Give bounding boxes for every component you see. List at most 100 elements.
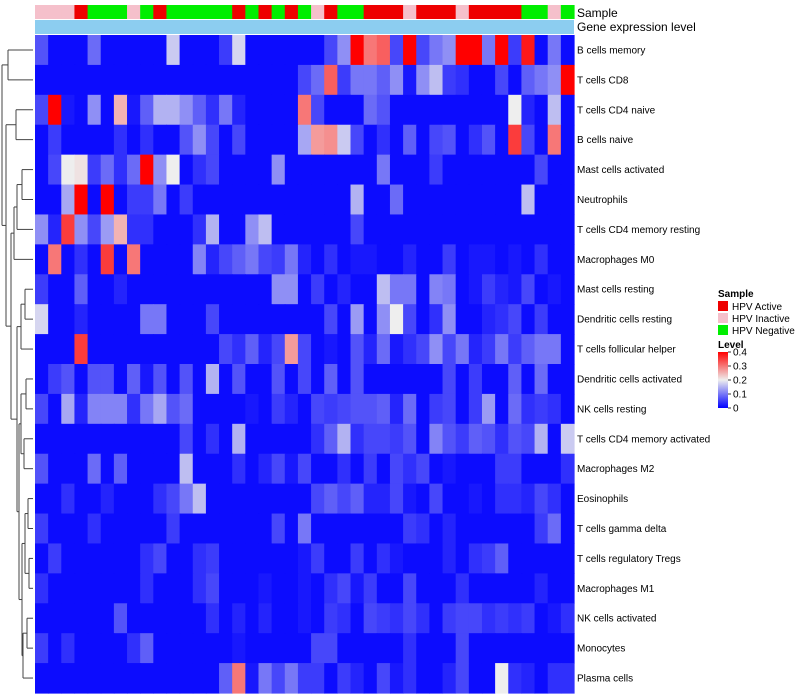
heatmap-cell bbox=[534, 274, 549, 305]
heatmap-cell bbox=[140, 334, 154, 365]
heatmap-cell bbox=[127, 124, 141, 156]
heatmap-cell bbox=[100, 573, 115, 604]
heatmap-cell bbox=[140, 423, 154, 455]
heatmap-cell bbox=[508, 214, 523, 245]
heatmap-cell bbox=[442, 304, 457, 335]
heatmap-cell bbox=[192, 214, 207, 245]
heatmap-cell bbox=[35, 184, 49, 216]
row-label-b-cells-memory: B cells memory bbox=[577, 45, 645, 56]
heatmap-cell bbox=[179, 154, 194, 186]
heatmap-cell bbox=[376, 184, 391, 216]
heatmap-cell bbox=[350, 184, 365, 216]
heatmap-cell bbox=[350, 573, 365, 604]
heatmap-cell bbox=[297, 334, 312, 365]
heatmap-cell bbox=[48, 214, 62, 245]
heatmap-cell bbox=[48, 423, 62, 455]
heatmap-cell bbox=[166, 393, 181, 425]
sample-annotation-cell bbox=[416, 5, 430, 19]
heatmap-cell bbox=[232, 94, 246, 126]
heatmap-cell bbox=[192, 483, 207, 515]
heatmap-cell bbox=[153, 214, 168, 245]
heatmap-cell bbox=[534, 483, 549, 515]
heatmap-cell bbox=[127, 393, 141, 425]
heatmap-cell bbox=[35, 513, 49, 545]
heatmap-cell bbox=[416, 543, 430, 574]
heatmap-cell bbox=[324, 453, 338, 485]
heatmap-cell bbox=[140, 393, 154, 425]
heatmap-cell bbox=[521, 603, 536, 634]
heatmap-cell bbox=[547, 364, 562, 395]
heatmap-cell bbox=[508, 35, 523, 66]
heatmap-cell bbox=[271, 304, 286, 335]
heatmap-cell bbox=[508, 513, 523, 545]
heatmap-cell bbox=[74, 154, 89, 186]
heatmap-cell bbox=[258, 393, 273, 425]
heatmap-cell bbox=[311, 64, 325, 96]
heatmap-cell bbox=[245, 304, 260, 335]
heatmap-cell bbox=[547, 453, 562, 485]
heatmap-cell bbox=[205, 214, 220, 245]
sample-annotation-cell bbox=[363, 5, 378, 19]
heatmap-cell bbox=[403, 35, 417, 66]
heatmap-cell bbox=[403, 244, 417, 275]
heatmap-cell bbox=[232, 663, 246, 694]
heatmap-cell bbox=[350, 64, 365, 96]
heatmap-cell bbox=[389, 633, 404, 664]
heatmap-cell bbox=[153, 94, 168, 126]
heatmap-cell bbox=[468, 393, 483, 425]
heatmap-cell bbox=[376, 603, 391, 634]
heatmap-cell bbox=[455, 334, 470, 365]
heatmap-cell bbox=[429, 513, 444, 545]
heatmap-cell bbox=[205, 154, 220, 186]
heatmap-cell bbox=[74, 334, 89, 365]
heatmap-cell bbox=[205, 274, 220, 305]
row-label-t-cells-cd4-memory-resting: T cells CD4 memory resting bbox=[577, 225, 700, 236]
heatmap-cell bbox=[337, 154, 352, 186]
heatmap-cell bbox=[429, 244, 444, 275]
heatmap-cell bbox=[389, 364, 404, 395]
sample-legend-swatch-hpv-inactive bbox=[718, 313, 728, 323]
heatmap-cell bbox=[324, 214, 338, 245]
heatmap-cell bbox=[495, 543, 509, 574]
heatmap-cell bbox=[297, 184, 312, 216]
heatmap-cell bbox=[521, 364, 536, 395]
heatmap-cell bbox=[324, 35, 338, 66]
heatmap-cell bbox=[219, 453, 233, 485]
heatmap-cell bbox=[232, 364, 246, 395]
heatmap-cell bbox=[179, 214, 194, 245]
heatmap-cell bbox=[205, 573, 220, 604]
sample-annotation-cell bbox=[455, 5, 470, 19]
heatmap-cell bbox=[284, 334, 299, 365]
heatmap-cell bbox=[258, 453, 273, 485]
heatmap-cell bbox=[560, 334, 575, 365]
row-label-t-cells-gamma-delta: T cells gamma delta bbox=[577, 524, 667, 535]
heatmap-cell bbox=[297, 633, 312, 664]
heatmap-cell bbox=[166, 244, 181, 275]
heatmap-cell bbox=[389, 663, 404, 694]
heatmap-cell bbox=[442, 364, 457, 395]
heatmap-cell bbox=[284, 124, 299, 156]
heatmap-cell bbox=[495, 513, 509, 545]
heatmap-cell bbox=[100, 274, 115, 305]
heatmap-cell bbox=[324, 364, 338, 395]
heatmap-cell bbox=[389, 304, 404, 335]
gene-expression-bar bbox=[35, 20, 574, 34]
heatmap-cell bbox=[495, 244, 509, 275]
heatmap-cell bbox=[271, 35, 286, 66]
heatmap-grid bbox=[35, 35, 575, 694]
heatmap-cell bbox=[508, 274, 523, 305]
heatmap-cell bbox=[48, 184, 62, 216]
heatmap-cell bbox=[35, 244, 49, 275]
heatmap-cell bbox=[140, 513, 154, 545]
heatmap-cell bbox=[468, 64, 483, 96]
heatmap-cell bbox=[271, 663, 286, 694]
heatmap-cell bbox=[521, 334, 536, 365]
heatmap-cell bbox=[363, 154, 378, 186]
heatmap-cell bbox=[442, 94, 457, 126]
heatmap-cell bbox=[416, 304, 430, 335]
heatmap-cell bbox=[416, 184, 430, 216]
heatmap-cell bbox=[192, 603, 207, 634]
heatmap-cell bbox=[48, 663, 62, 694]
heatmap-cell bbox=[284, 244, 299, 275]
heatmap-cell bbox=[74, 423, 89, 455]
